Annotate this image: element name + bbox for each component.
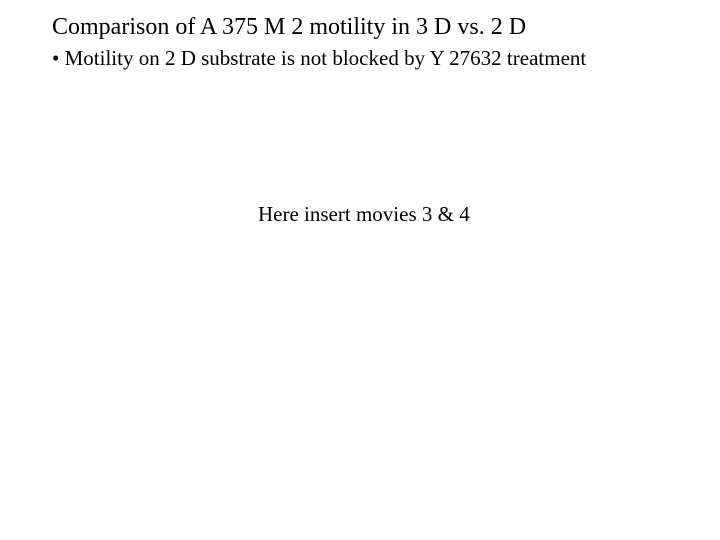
slide-title: Comparison of A 375 M 2 motility in 3 D … bbox=[52, 14, 526, 41]
bullet-point: • Motility on 2 D substrate is not block… bbox=[52, 46, 586, 71]
movie-placeholder-text: Here insert movies 3 & 4 bbox=[258, 202, 470, 227]
